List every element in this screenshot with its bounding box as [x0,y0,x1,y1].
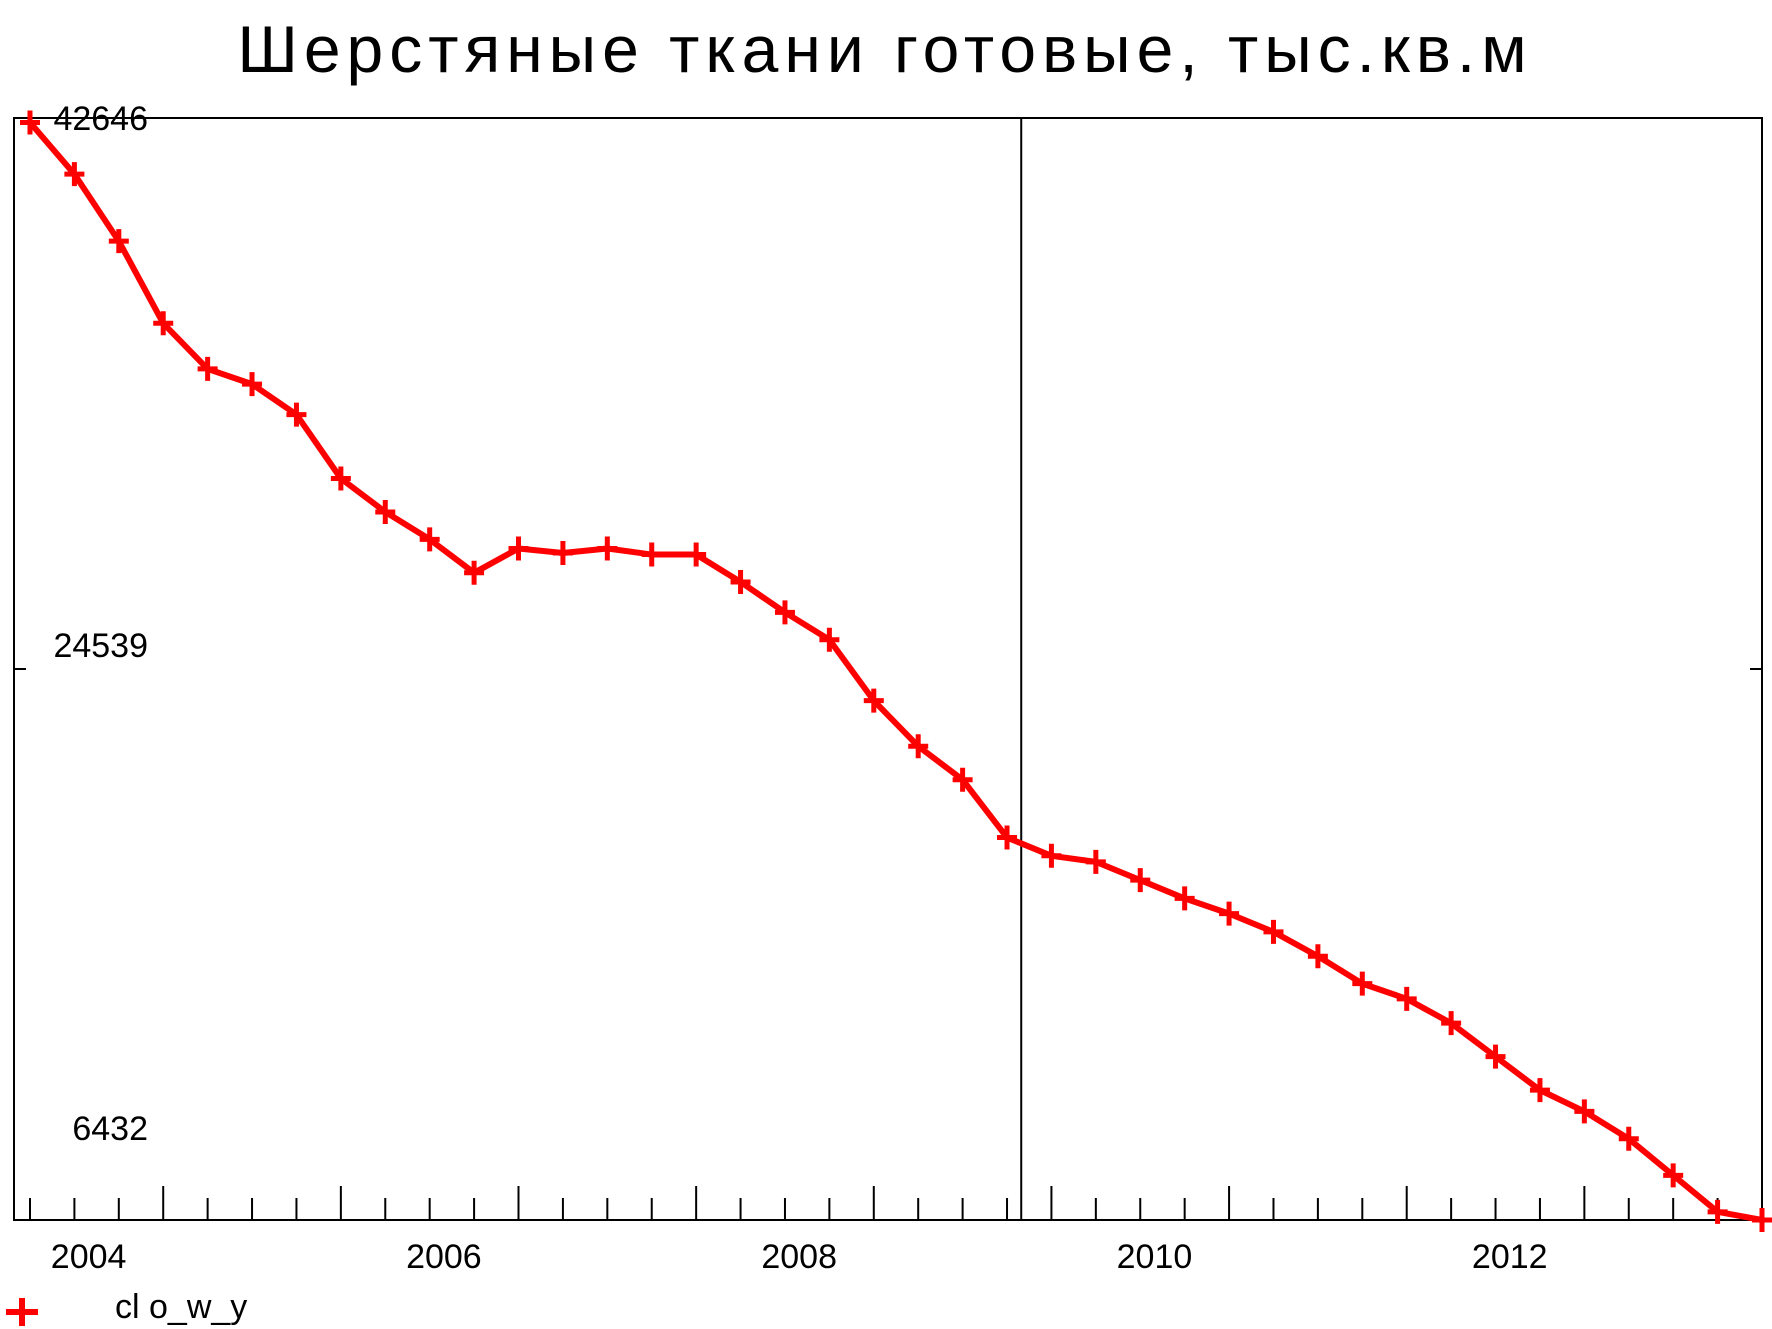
data-point [1485,1044,1506,1069]
data-point [286,402,307,427]
data-point [730,569,751,594]
data-point [952,767,973,792]
data-point [1396,986,1417,1011]
data-point [375,499,396,524]
data-point [108,229,129,254]
data-point [641,542,662,567]
legend-marker-icon [6,1298,38,1326]
data-point [1618,1126,1639,1151]
y-tick-label: 42646 [53,100,148,138]
data-point [1441,1011,1462,1036]
axis-ticks: 42646 24539 6432 2004 2006 2008 2010 2012 [14,100,1762,1276]
data-point [419,527,440,552]
data-point [863,688,884,713]
series-line [27,120,1763,1223]
data-point [242,372,263,397]
legend: cl o_w_y [6,1288,247,1326]
data-point [1352,971,1373,996]
data-point [153,311,174,336]
data-point [197,356,218,381]
data-point [819,627,840,652]
x-tick-label: 2008 [761,1238,837,1276]
data-point [597,536,618,561]
data-point [508,536,529,561]
data-point [1529,1078,1550,1103]
data-point [997,825,1018,850]
data-point [1263,919,1284,944]
data-point [1085,849,1106,874]
legend-plus-icon [6,1298,38,1326]
data-point [1574,1099,1595,1124]
data-point [464,560,485,585]
data-point [1663,1163,1684,1188]
y-tick-label: 6432 [72,1110,148,1148]
data-point [1307,944,1328,969]
data-point [1174,886,1195,911]
x-tick-label: 2006 [406,1238,482,1276]
data-point [1041,843,1062,868]
data-point [1130,868,1151,893]
x-tick-label: 2012 [1472,1238,1548,1276]
data-point [19,110,40,135]
chart-title: Шерстяные ткани готовые, тыс.кв.м [237,12,1532,86]
data-point [552,541,573,566]
series-layer [19,110,1772,1232]
data-point [64,162,85,187]
y-tick-label: 24539 [53,627,148,665]
data-point [1707,1199,1728,1224]
data-point [1752,1208,1772,1232]
data-point [1219,901,1240,926]
data-point [774,600,795,625]
data-point [330,466,351,491]
x-tick-label: 2010 [1117,1238,1193,1276]
legend-label: cl o_w_y [115,1288,247,1326]
x-tick-label: 2004 [51,1238,127,1276]
data-point [908,734,929,759]
data-point [686,542,707,567]
